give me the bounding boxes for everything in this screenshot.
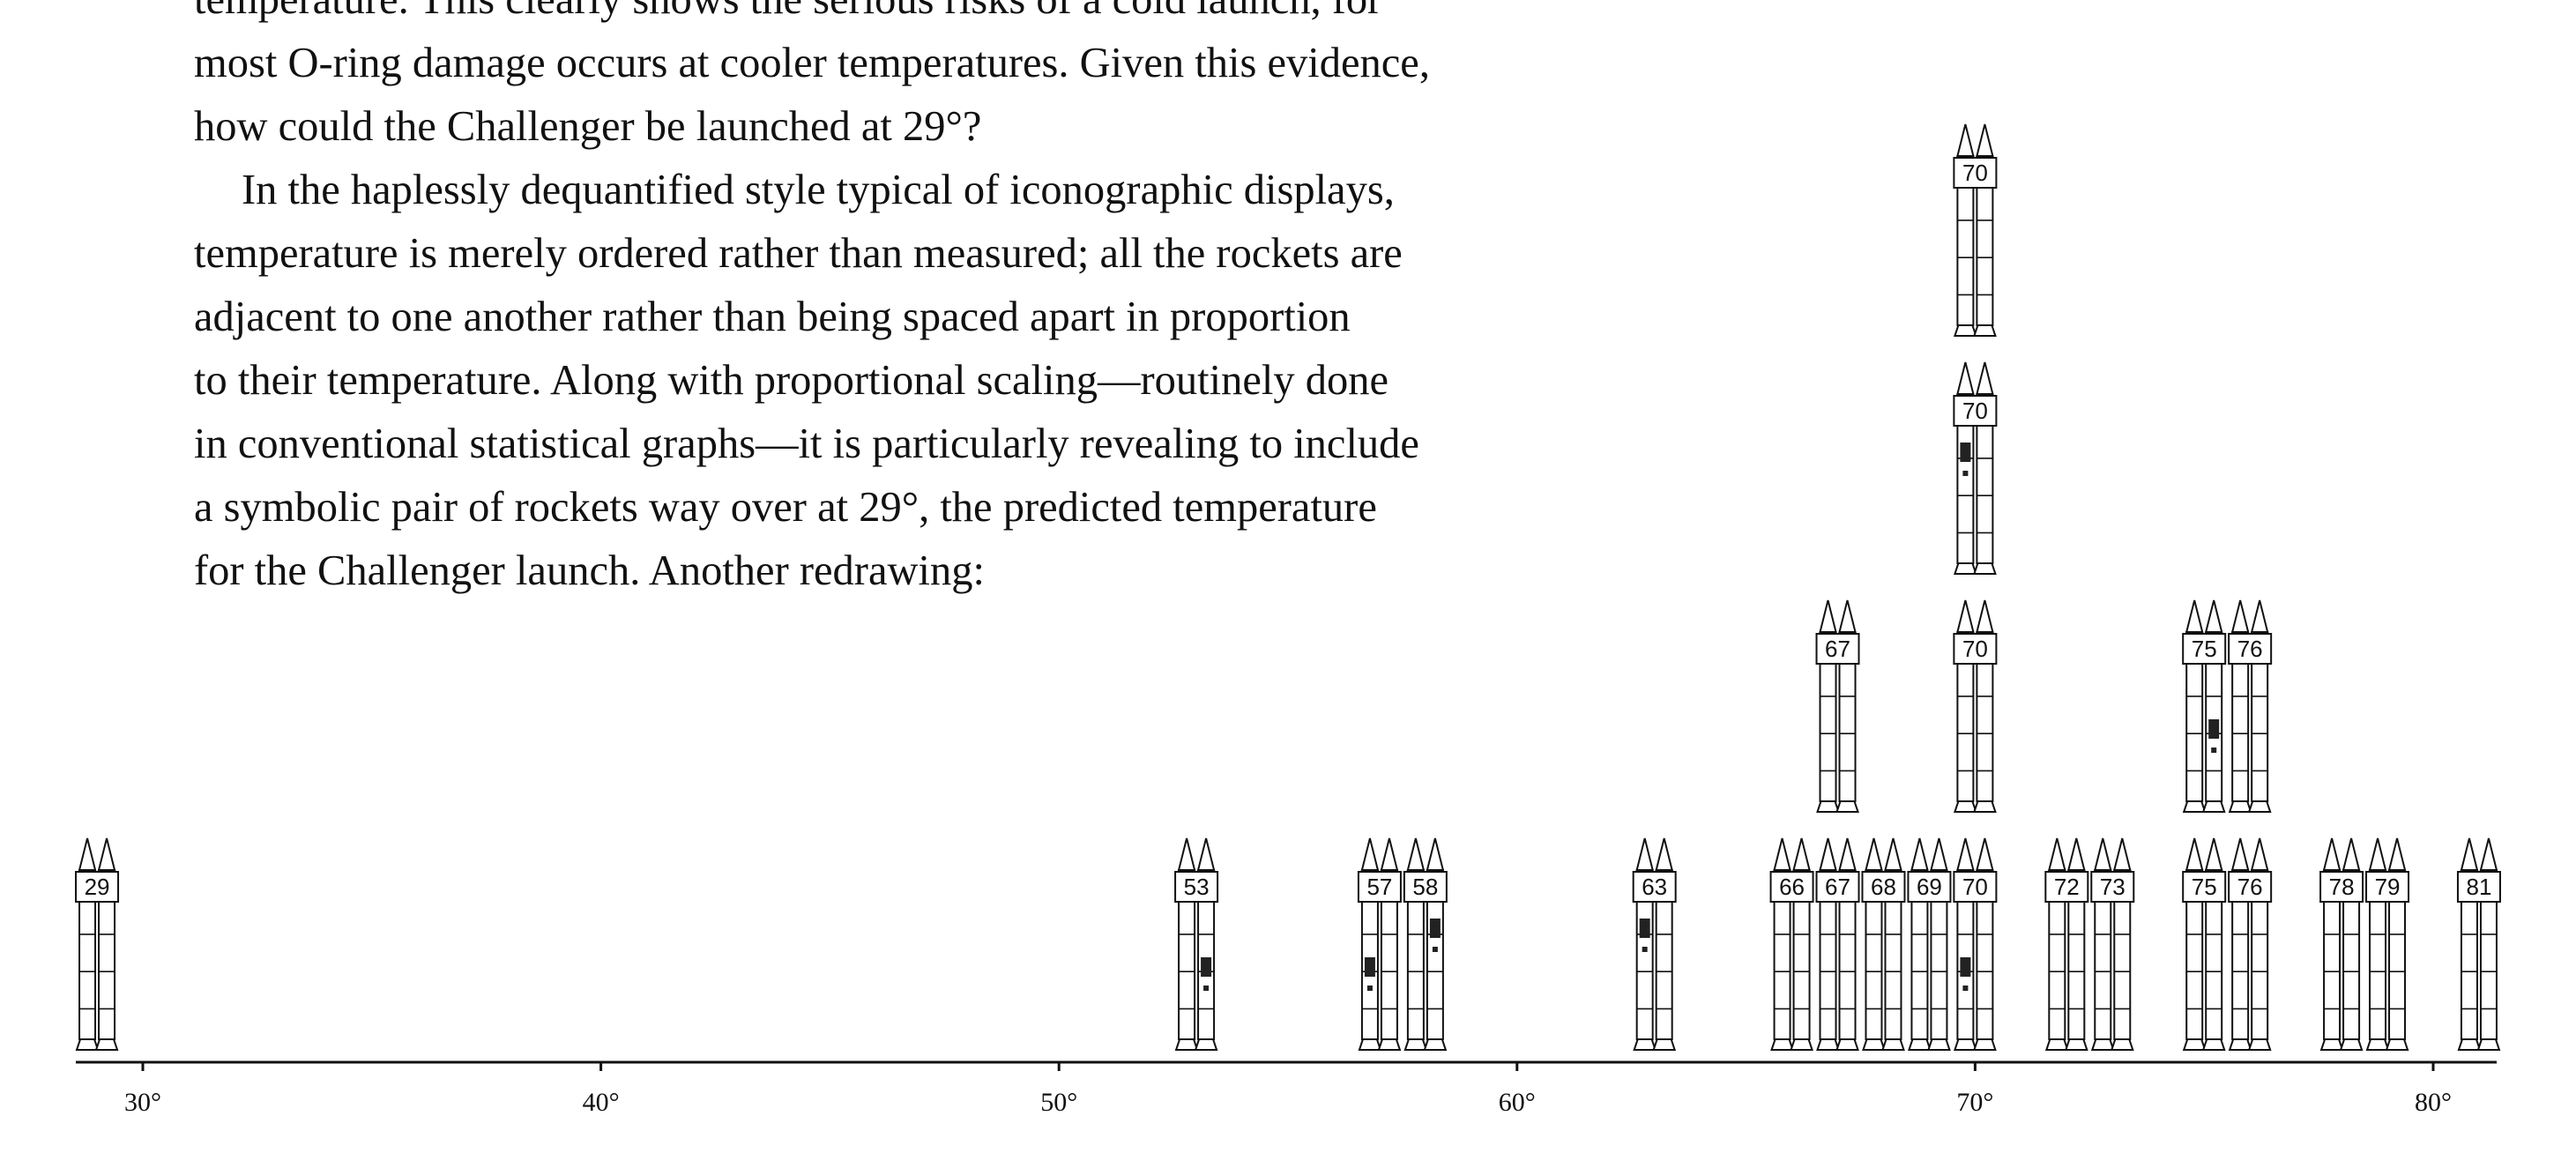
rocket-temp-label: 70 [1962, 874, 1988, 900]
rocket-temp-label: 73 [2100, 874, 2126, 900]
rocket-temp-label: 70 [1962, 636, 1988, 662]
rocket-pair: 78 [2319, 837, 2364, 1051]
rocket-pair: 66 [1769, 837, 1814, 1051]
text-line: for the Challenger launch. Another redra… [194, 547, 985, 594]
rocket-pair: 76 [2228, 837, 2273, 1051]
text-line: most O-ring damage occurs at cooler temp… [194, 40, 1430, 86]
x-tick-label: 70° [1956, 1088, 1993, 1117]
rocket-marks: 29 53 57 58 63 66 67 67 68 69 70 70 70 70 72 73 75 75 76 76… [75, 123, 2501, 1051]
text-line: temperature is merely ordered rather tha… [194, 230, 1403, 277]
text-line: a symbolic pair of rockets way over at 2… [194, 484, 1377, 531]
rocket-temp-label: 70 [1962, 160, 1988, 186]
x-axis-ticks: 30° 40° 50° 60° 70° 80° [124, 1062, 2452, 1117]
rocket-temp-label: 69 [1917, 874, 1942, 900]
rocket-temp-label: 76 [2237, 874, 2263, 900]
text-line: In the haplessly dequantified style typi… [242, 167, 1395, 213]
rocket-pair: 70 [1953, 361, 1998, 575]
rocket-temp-label: 29 [85, 874, 110, 900]
text-line: how could the Challenger be launched at … [194, 103, 982, 150]
text-line: adjacent to one another rather than bein… [194, 294, 1351, 340]
x-tick-label: 50° [1040, 1088, 1077, 1117]
text-line: to their temperature. Along with proport… [194, 357, 1389, 404]
x-tick-label: 80° [2415, 1088, 2452, 1117]
rocket-pair: 70 [1953, 837, 1998, 1051]
x-tick-label: 40° [583, 1088, 620, 1117]
rocket-pair: 73 [2090, 837, 2135, 1051]
rocket-pair: 63 [1632, 837, 1677, 1051]
rocket-temp-label: 67 [1825, 636, 1850, 662]
rocket-temp-label: 66 [1779, 874, 1805, 900]
text-line: in conventional statistical graphs—it is… [194, 420, 1419, 467]
rocket-temp-label: 70 [1962, 398, 1988, 424]
rocket-pair: 75 [2182, 837, 2227, 1051]
x-tick-label: 60° [1499, 1088, 1536, 1117]
rocket-pair: 68 [1861, 837, 1906, 1051]
rocket-temp-label: 75 [2192, 874, 2217, 900]
rocket-pair: 58 [1403, 837, 1448, 1051]
rocket-pair: 72 [2044, 837, 2089, 1051]
rocket-temp-label: 58 [1412, 874, 1438, 900]
rocket-pair: 79 [2365, 837, 2410, 1051]
rocket-pair: 70 [1953, 599, 1998, 813]
rocket-temp-label: 68 [1871, 874, 1896, 900]
rocket-pair: 53 [1174, 837, 1219, 1051]
rocket-pair: 69 [1907, 837, 1952, 1051]
rocket-pair: 29 [75, 837, 120, 1051]
rocket-pair: 81 [2456, 837, 2501, 1051]
rocket-temp-label: 53 [1184, 874, 1210, 900]
rocket-temp-label: 76 [2237, 636, 2263, 662]
rocket-pair: 76 [2228, 599, 2273, 813]
rocket-temp-label: 67 [1825, 874, 1850, 900]
rocket-temp-label: 57 [1366, 874, 1392, 900]
rocket-pair: 75 [2182, 599, 2227, 813]
rocket-temp-label: 75 [2192, 636, 2217, 662]
rocket-temp-label: 79 [2375, 874, 2401, 900]
rocket-temp-label: 81 [2466, 874, 2491, 900]
rocket-pair: 67 [1815, 837, 1860, 1051]
rocket-temp-label: 78 [2329, 874, 2355, 900]
x-tick-label: 30° [124, 1088, 161, 1117]
rocket-pair: 57 [1357, 837, 1402, 1051]
text-line: temperature. This clearly shows the seri… [194, 0, 1675, 32]
rocket-pair: 70 [1953, 123, 1998, 337]
rocket-temp-label: 72 [2054, 874, 2080, 900]
rocket-pair: 67 [1815, 599, 1860, 813]
rocket-temp-label: 63 [1642, 874, 1667, 900]
body-text: temperature. This clearly shows the seri… [194, 0, 1675, 603]
